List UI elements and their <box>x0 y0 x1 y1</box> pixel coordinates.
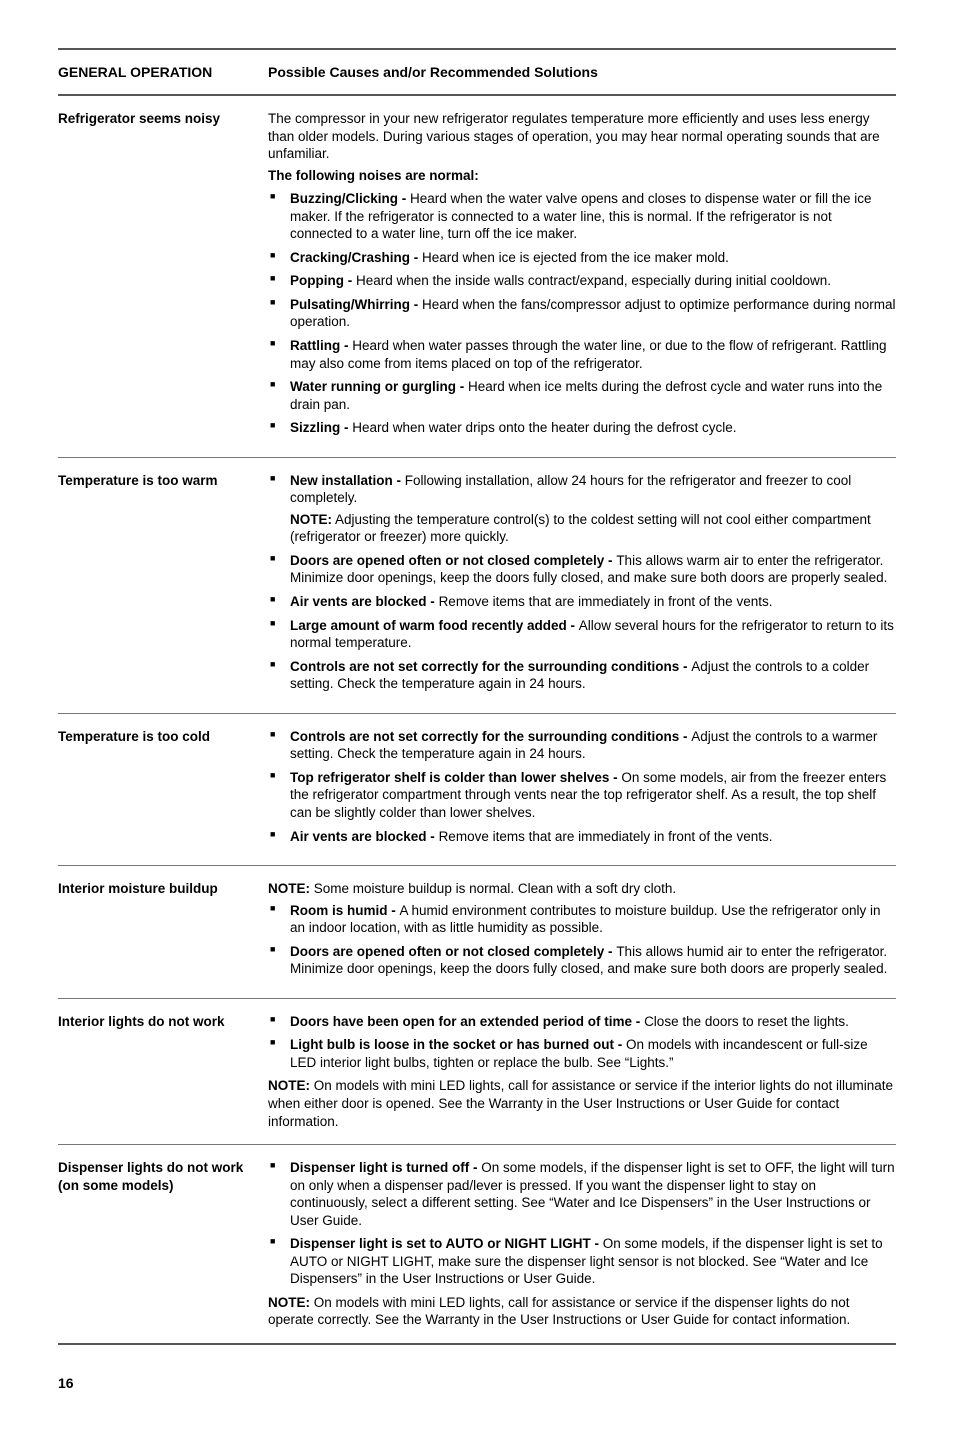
note-text: Adjusting the temperature control(s) to … <box>290 512 871 545</box>
row-title: Dispenser lights do not work (on some mo… <box>58 1145 268 1344</box>
note-text: On models with mini LED lights, call for… <box>268 1078 893 1128</box>
row-content: Controls are not set correctly for the s… <box>268 713 896 865</box>
bullet-bold: Popping - <box>290 273 356 288</box>
note-text: Some moisture buildup is normal. Clean w… <box>310 881 676 896</box>
header-right: Possible Causes and/or Recommended Solut… <box>268 49 896 95</box>
row-content: The compressor in your new refrigerator … <box>268 95 896 457</box>
note: NOTE: On models with mini LED lights, ca… <box>268 1077 896 1130</box>
bullet-list: Controls are not set correctly for the s… <box>268 728 896 845</box>
bullet-text: Heard when ice is ejected from the ice m… <box>422 250 729 265</box>
list-item: Air vents are blocked - Remove items tha… <box>290 828 896 846</box>
list-item: Dispenser light is set to AUTO or NIGHT … <box>290 1235 896 1288</box>
note-label: NOTE: <box>268 1078 310 1093</box>
bullet-bold: Doors are opened often or not closed com… <box>290 944 616 959</box>
note: NOTE: Adjusting the temperature control(… <box>290 511 896 546</box>
bullet-bold: Controls are not set correctly for the s… <box>290 659 691 674</box>
bullet-bold: Water running or gurgling - <box>290 379 468 394</box>
bullet-bold: Buzzing/Clicking - <box>290 191 410 206</box>
bullet-bold: Pulsating/Whirring - <box>290 297 422 312</box>
row-content: Dispenser light is turned off - On some … <box>268 1145 896 1344</box>
list-item: Water running or gurgling - Heard when i… <box>290 378 896 413</box>
row-title: Temperature is too cold <box>58 713 268 865</box>
bullet-bold: Cracking/Crashing - <box>290 250 422 265</box>
page: GENERAL OPERATION Possible Causes and/or… <box>0 0 954 1431</box>
row-too-warm: Temperature is too warm New installation… <box>58 457 896 713</box>
bullet-bold: Light bulb is loose in the socket or has… <box>290 1037 626 1052</box>
list-item: Cracking/Crashing - Heard when ice is ej… <box>290 249 896 267</box>
bullet-bold: Dispenser light is set to AUTO or NIGHT … <box>290 1236 603 1251</box>
row-noisy: Refrigerator seems noisy The compressor … <box>58 95 896 457</box>
bullet-text: Heard when the inside walls contract/exp… <box>356 273 831 288</box>
bullet-text: Close the doors to reset the lights. <box>644 1014 849 1029</box>
row-title: Temperature is too warm <box>58 457 268 713</box>
note-text: On models with mini LED lights, call for… <box>268 1295 850 1328</box>
bullet-list: Buzzing/Clicking - Heard when the water … <box>268 190 896 437</box>
bullet-bold: Air vents are blocked - <box>290 829 439 844</box>
bullet-list: Doors have been open for an extended per… <box>268 1013 896 1072</box>
header-row: GENERAL OPERATION Possible Causes and/or… <box>58 49 896 95</box>
list-item: Popping - Heard when the inside walls co… <box>290 272 896 290</box>
list-item: Light bulb is loose in the socket or has… <box>290 1036 896 1071</box>
row-moisture: Interior moisture buildup NOTE: Some moi… <box>58 866 896 999</box>
troubleshooting-table: GENERAL OPERATION Possible Causes and/or… <box>58 48 896 1345</box>
bullet-text: Heard when water drips onto the heater d… <box>352 420 736 435</box>
list-item: Dispenser light is turned off - On some … <box>290 1159 896 1229</box>
note-label: NOTE: <box>268 1295 310 1310</box>
bullet-bold: New installation - <box>290 473 405 488</box>
bullet-text: Heard when water passes through the wate… <box>290 338 887 371</box>
note: NOTE: On models with mini LED lights, ca… <box>268 1294 896 1329</box>
bullet-text: Remove items that are immediately in fro… <box>439 594 773 609</box>
bullet-list: Room is humid - A humid environment cont… <box>268 902 896 978</box>
list-item: Buzzing/Clicking - Heard when the water … <box>290 190 896 243</box>
list-item: Sizzling - Heard when water drips onto t… <box>290 419 896 437</box>
list-item: New installation - Following installatio… <box>290 472 896 546</box>
list-item: Room is humid - A humid environment cont… <box>290 902 896 937</box>
note-label: NOTE: <box>268 881 310 896</box>
list-item: Controls are not set correctly for the s… <box>290 658 896 693</box>
row-content: New installation - Following installatio… <box>268 457 896 713</box>
row-content: Doors have been open for an extended per… <box>268 998 896 1144</box>
header-left: GENERAL OPERATION <box>58 49 268 95</box>
bullet-bold: Room is humid - <box>290 903 400 918</box>
list-item: Rattling - Heard when water passes throu… <box>290 337 896 372</box>
row-title: Refrigerator seems noisy <box>58 95 268 457</box>
row-dispenser-lights: Dispenser lights do not work (on some mo… <box>58 1145 896 1344</box>
bullet-list: Dispenser light is turned off - On some … <box>268 1159 896 1288</box>
intro-text: The compressor in your new refrigerator … <box>268 110 896 163</box>
row-title: Interior moisture buildup <box>58 866 268 999</box>
bullet-bold: Sizzling - <box>290 420 352 435</box>
note-label: NOTE: <box>290 512 332 527</box>
bullet-bold: Rattling - <box>290 338 352 353</box>
bullet-bold: Top refrigerator shelf is colder than lo… <box>290 770 621 785</box>
row-too-cold: Temperature is too cold Controls are not… <box>58 713 896 865</box>
bullet-text: Remove items that are immediately in fro… <box>439 829 773 844</box>
list-item: Controls are not set correctly for the s… <box>290 728 896 763</box>
page-number: 16 <box>58 1375 896 1391</box>
bullet-bold: Dispenser light is turned off - <box>290 1160 481 1175</box>
row-content: NOTE: Some moisture buildup is normal. C… <box>268 866 896 999</box>
bullet-bold: Air vents are blocked - <box>290 594 439 609</box>
row-title: Interior lights do not work <box>58 998 268 1144</box>
list-item: Doors are opened often or not closed com… <box>290 552 896 587</box>
lead-text: The following noises are normal: <box>268 167 896 185</box>
bullet-bold: Large amount of warm food recently added… <box>290 618 579 633</box>
bullet-bold: Doors have been open for an extended per… <box>290 1014 644 1029</box>
list-item: Doors are opened often or not closed com… <box>290 943 896 978</box>
bullet-bold: Controls are not set correctly for the s… <box>290 729 691 744</box>
list-item: Air vents are blocked - Remove items tha… <box>290 593 896 611</box>
list-item: Top refrigerator shelf is colder than lo… <box>290 769 896 822</box>
note: NOTE: Some moisture buildup is normal. C… <box>268 880 896 898</box>
bullet-bold: Doors are opened often or not closed com… <box>290 553 616 568</box>
list-item: Large amount of warm food recently added… <box>290 617 896 652</box>
list-item: Doors have been open for an extended per… <box>290 1013 896 1031</box>
bullet-list: New installation - Following installatio… <box>268 472 896 693</box>
list-item: Pulsating/Whirring - Heard when the fans… <box>290 296 896 331</box>
row-interior-lights: Interior lights do not work Doors have b… <box>58 998 896 1144</box>
